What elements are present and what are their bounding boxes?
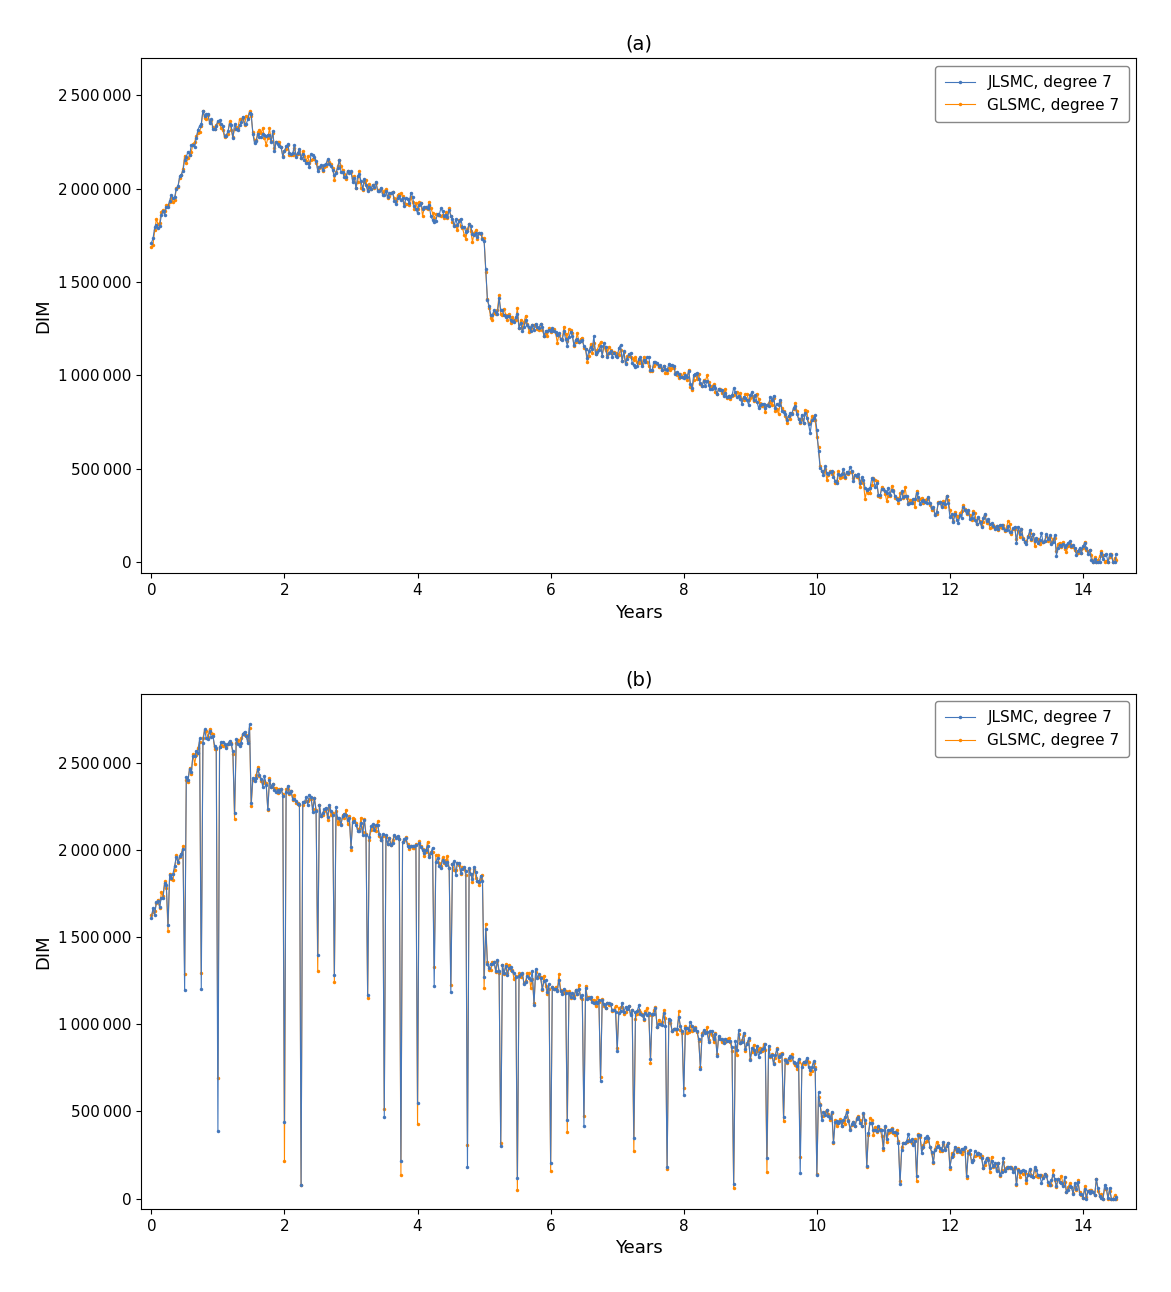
JLSMC, degree 7: [155, 208, 169, 224]
Legend: JLSMC, degree 7, GLSMC, degree 7: JLSMC, degree 7, GLSMC, degree 7: [936, 702, 1129, 757]
JLSMC, degree 7: [1086, 554, 1100, 570]
GLSMC, degree 7: [1096, 1191, 1110, 1207]
GLSMC, degree 7: [637, 349, 651, 364]
JLSMC, degree 7: [1109, 1190, 1123, 1205]
JLSMC, degree 7: [457, 859, 471, 875]
JLSMC, degree 7: [637, 1010, 651, 1026]
JLSMC, degree 7: [813, 1097, 827, 1112]
GLSMC, degree 7: [158, 873, 172, 889]
JLSMC, degree 7: [155, 890, 169, 906]
GLSMC, degree 7: [662, 360, 676, 376]
JLSMC, degree 7: [1080, 1191, 1094, 1207]
JLSMC, degree 7: [242, 717, 256, 733]
Title: (b): (b): [625, 671, 652, 690]
JLSMC, degree 7: [158, 207, 172, 222]
GLSMC, degree 7: [457, 862, 471, 877]
JLSMC, degree 7: [144, 911, 158, 926]
JLSMC, degree 7: [158, 876, 172, 891]
GLSMC, degree 7: [155, 204, 169, 220]
Legend: JLSMC, degree 7, GLSMC, degree 7: JLSMC, degree 7, GLSMC, degree 7: [936, 66, 1129, 121]
Line: GLSMC, degree 7: GLSMC, degree 7: [150, 109, 1118, 563]
GLSMC, degree 7: [155, 885, 169, 901]
GLSMC, degree 7: [1109, 1191, 1123, 1207]
JLSMC, degree 7: [662, 1012, 676, 1027]
GLSMC, degree 7: [158, 203, 172, 218]
GLSMC, degree 7: [637, 1012, 651, 1027]
JLSMC, degree 7: [457, 218, 471, 234]
JLSMC, degree 7: [144, 235, 158, 251]
Line: JLSMC, degree 7: JLSMC, degree 7: [150, 109, 1118, 563]
JLSMC, degree 7: [196, 103, 210, 119]
X-axis label: Years: Years: [615, 1239, 663, 1257]
JLSMC, degree 7: [662, 357, 676, 372]
JLSMC, degree 7: [637, 353, 651, 368]
GLSMC, degree 7: [144, 907, 158, 922]
Y-axis label: DIM: DIM: [35, 934, 53, 969]
GLSMC, degree 7: [1086, 554, 1100, 570]
GLSMC, degree 7: [813, 1097, 827, 1112]
Line: JLSMC, degree 7: JLSMC, degree 7: [150, 722, 1118, 1200]
GLSMC, degree 7: [144, 239, 158, 255]
GLSMC, degree 7: [813, 457, 827, 473]
JLSMC, degree 7: [813, 460, 827, 475]
JLSMC, degree 7: [1109, 547, 1123, 562]
X-axis label: Years: Years: [615, 603, 663, 621]
GLSMC, degree 7: [242, 720, 256, 735]
GLSMC, degree 7: [662, 1014, 676, 1030]
Title: (a): (a): [625, 35, 652, 54]
GLSMC, degree 7: [196, 103, 210, 119]
Y-axis label: DIM: DIM: [35, 298, 53, 333]
GLSMC, degree 7: [1109, 552, 1123, 567]
GLSMC, degree 7: [457, 227, 471, 243]
Line: GLSMC, degree 7: GLSMC, degree 7: [150, 726, 1118, 1200]
